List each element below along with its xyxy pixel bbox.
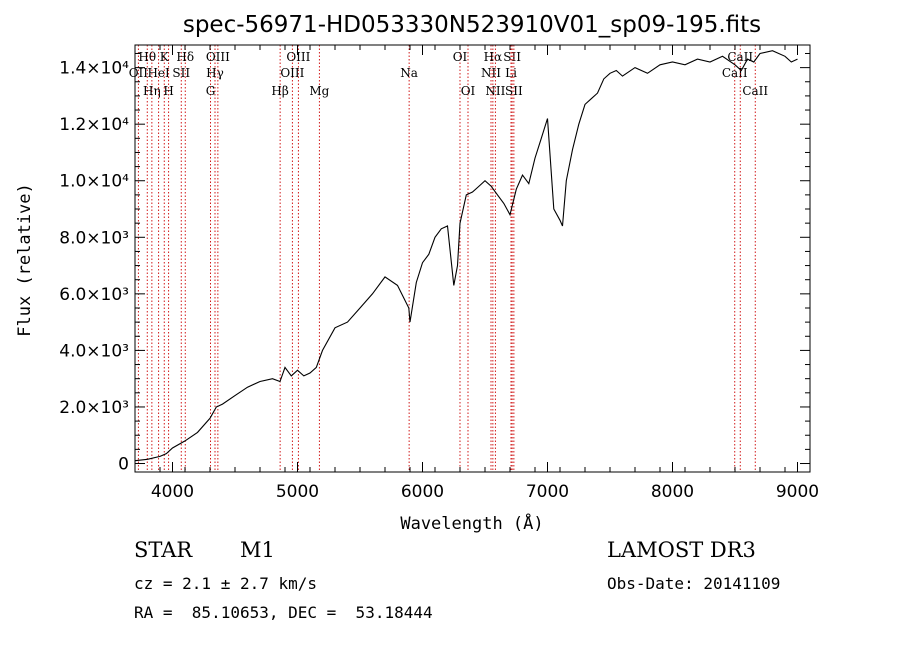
chart-title: spec-56971-HD053330N523910V01_sp09-195.f… — [183, 12, 761, 38]
y-tick-label-4: 8.0×10³ — [59, 228, 129, 248]
y-tick-label-5: 1.0×10⁴ — [59, 172, 129, 192]
redshift-cz: cz = 2.1 ± 2.7 km/s — [134, 574, 318, 593]
y-tick-label-6: 1.2×10⁴ — [59, 115, 129, 135]
line-marker-label-21: Li — [505, 66, 517, 80]
y-tick-label-7: 1.4×10⁴ — [59, 59, 129, 79]
line-marker-label-20: NII — [485, 84, 505, 98]
line-marker-label-3: HeI — [147, 66, 170, 80]
line-marker-label-0: OII — [129, 66, 149, 80]
sky-coordinates: RA = 85.10653, DEC = 53.18444 — [134, 603, 433, 622]
line-marker-label-11: Hβ — [271, 84, 288, 98]
line-marker-label-24: CaII — [722, 66, 748, 80]
line-marker-label-1: Hθ — [138, 50, 156, 64]
line-marker-label-8: G — [206, 84, 216, 98]
line-marker-label-9: Hγ — [206, 66, 224, 80]
line-markers: OII Hθ Hη HeI K H SII Hδ G Hγ OIII Hβ OIII OIII Mg Na OI… — [129, 45, 768, 472]
line-marker-label-5: H — [163, 84, 173, 98]
line-marker-label-6: SII — [172, 66, 190, 80]
x-tick-label-0: 4000 — [151, 482, 194, 502]
line-marker-label-17: OI — [461, 84, 476, 98]
line-marker-label-7: Hδ — [176, 50, 194, 64]
line-marker-label-15: Na — [400, 66, 418, 80]
line-marker-label-14: Mg — [309, 84, 329, 98]
line-marker-label-16: OI — [453, 50, 468, 64]
line-marker-label-19: Hα — [484, 50, 503, 64]
y-tick-label-0: 0 — [118, 455, 129, 475]
survey-name: LAMOST DR3 — [607, 538, 756, 562]
line-marker-label-12: OIII — [280, 66, 304, 80]
x-axis-label: Wavelength (Å) — [400, 512, 543, 534]
y-tick-label-2: 4.0×10³ — [59, 341, 129, 361]
plot-frame — [134, 44, 811, 473]
line-marker-label-22: SII — [503, 50, 521, 64]
observation-date: Obs-Date: 20141109 — [607, 574, 781, 593]
spectrum-line-0 — [134, 50, 798, 462]
line-marker-label-2: Hη — [143, 84, 161, 98]
x-tick-label-4: 8000 — [651, 482, 694, 502]
x-tick-label-5: 9000 — [776, 482, 819, 502]
y-tick-label-3: 6.0×10³ — [59, 285, 129, 305]
line-marker-label-10: OIII — [206, 50, 230, 64]
spectrum-plot — [134, 50, 798, 462]
x-tick-label-2: 6000 — [401, 482, 444, 502]
y-axis-label: Flux (relative) — [15, 183, 35, 337]
object-subclass: M1 — [240, 538, 275, 562]
axes: 4000 5000 6000 7000 8000 9000 0 2.0×10³ 4.0×10³ 6… — [59, 44, 819, 502]
line-marker-label-18: NII — [481, 66, 501, 80]
y-tick-label-1: 2.0×10³ — [59, 398, 129, 418]
x-tick-label-3: 7000 — [526, 482, 569, 502]
line-marker-label-4: K — [160, 50, 170, 64]
x-tick-label-1: 5000 — [276, 482, 319, 502]
line-marker-label-23: SII — [505, 84, 523, 98]
line-marker-label-13: OIII — [286, 50, 310, 64]
object-class: STAR — [134, 538, 193, 562]
line-marker-label-26: CaII — [742, 84, 768, 98]
